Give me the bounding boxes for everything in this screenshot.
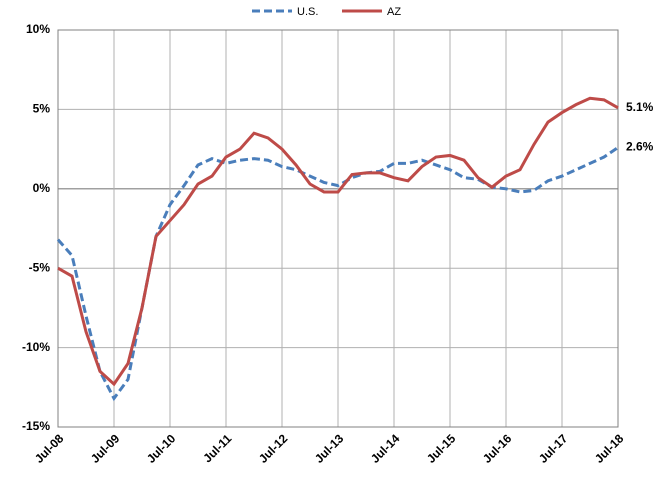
legend-label: AZ: [387, 6, 401, 18]
x-tick-label: Jul-12: [256, 431, 291, 466]
y-tick-label: -10%: [22, 340, 50, 354]
x-tick-label: Jul-10: [144, 431, 179, 466]
data-label: 2.6%: [626, 140, 654, 154]
y-tick-label: -15%: [22, 419, 50, 433]
y-tick-label: -5%: [29, 260, 51, 274]
x-tick-label: Jul-15: [424, 431, 459, 466]
x-tick-label: Jul-17: [536, 431, 571, 466]
x-tick-label: Jul-18: [592, 431, 627, 466]
x-tick-label: Jul-16: [480, 431, 515, 466]
legend-label: U.S.: [297, 6, 318, 18]
y-tick-label: 10%: [26, 22, 50, 36]
line-series: [57, 96, 619, 387]
data-label: 5.1%: [626, 100, 654, 114]
x-tick-label: Jul-09: [88, 431, 123, 466]
x-tick-label: Jul-11: [200, 431, 234, 465]
x-tick-label: Jul-14: [368, 431, 403, 466]
y-tick-label: 5%: [33, 102, 51, 116]
y-tick-label: 0%: [33, 181, 51, 195]
x-tick-label: Jul-13: [312, 431, 347, 466]
x-tick-label: Jul-08: [32, 431, 67, 466]
plot-frame: [57, 29, 619, 428]
